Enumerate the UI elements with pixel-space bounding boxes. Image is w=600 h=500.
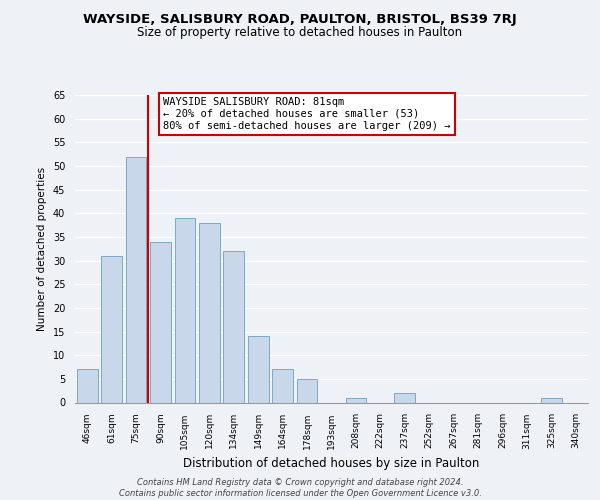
Bar xyxy=(248,336,269,402)
Text: Contains HM Land Registry data © Crown copyright and database right 2024.
Contai: Contains HM Land Registry data © Crown c… xyxy=(119,478,481,498)
Bar xyxy=(223,251,244,402)
Bar xyxy=(150,242,171,402)
Bar xyxy=(125,156,146,402)
Bar xyxy=(394,393,415,402)
Bar xyxy=(272,370,293,402)
Bar xyxy=(175,218,196,402)
Bar xyxy=(346,398,367,402)
X-axis label: Distribution of detached houses by size in Paulton: Distribution of detached houses by size … xyxy=(184,457,479,470)
Bar xyxy=(199,222,220,402)
Bar xyxy=(296,379,317,402)
Bar xyxy=(101,256,122,402)
Bar xyxy=(541,398,562,402)
Text: WAYSIDE, SALISBURY ROAD, PAULTON, BRISTOL, BS39 7RJ: WAYSIDE, SALISBURY ROAD, PAULTON, BRISTO… xyxy=(83,12,517,26)
Text: Size of property relative to detached houses in Paulton: Size of property relative to detached ho… xyxy=(137,26,463,39)
Bar xyxy=(77,370,98,402)
Text: WAYSIDE SALISBURY ROAD: 81sqm
← 20% of detached houses are smaller (53)
80% of s: WAYSIDE SALISBURY ROAD: 81sqm ← 20% of d… xyxy=(163,98,451,130)
Y-axis label: Number of detached properties: Number of detached properties xyxy=(37,166,47,331)
